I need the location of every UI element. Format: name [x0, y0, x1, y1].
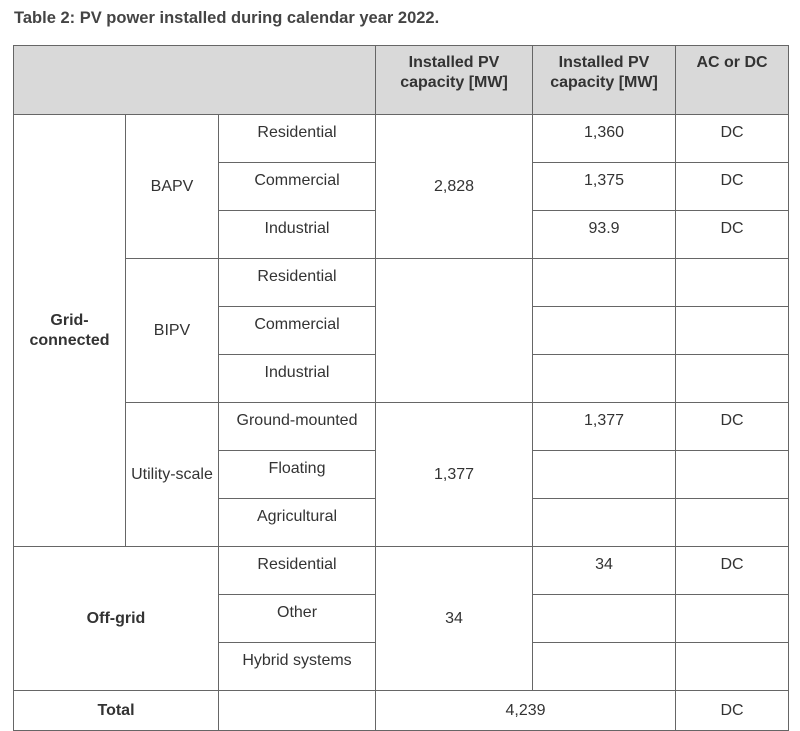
total-row: Total 4,239 DC — [13, 690, 790, 731]
off-grid-total: 34 — [375, 546, 534, 691]
segment-cell: Residential — [217, 114, 377, 163]
bipv-label: BIPV — [125, 258, 219, 403]
segment-cell: Commercial — [217, 306, 377, 355]
acdc-cell — [675, 354, 790, 403]
table-row: Industrial — [14, 354, 790, 403]
table-row: Grid-connected BAPV Residential 2,828 1,… — [13, 114, 790, 547]
capacity-cell — [532, 306, 677, 355]
capacity-cell — [532, 498, 677, 547]
table-row: Floating — [14, 450, 790, 499]
pv-installed-table: Installed PV capacity [MW] Installed PV … — [12, 45, 790, 731]
capacity-cell: 1,375 — [532, 162, 677, 211]
segment-cell: Industrial — [217, 354, 377, 403]
segment-cell: Hybrid systems — [217, 642, 377, 691]
header-capacity-total: Installed PV capacity [MW] — [375, 45, 534, 115]
table-row: BIPV Residential — [14, 258, 790, 403]
table-caption: Table 2: PV power installed during calen… — [14, 9, 440, 27]
acdc-cell: DC — [675, 114, 790, 163]
table-row: Industrial 93.9 DC — [14, 210, 790, 259]
acdc-cell: DC — [675, 546, 790, 595]
capacity-cell — [532, 642, 677, 691]
segment-cell: Agricultural — [217, 498, 377, 547]
segment-cell: Other — [217, 594, 377, 643]
capacity-cell — [532, 354, 677, 403]
capacity-cell — [532, 450, 677, 499]
utility-scale-label: Utility-scale — [125, 402, 219, 547]
acdc-cell — [675, 306, 790, 355]
segment-cell: Industrial — [217, 210, 377, 259]
bapv-total: 2,828 — [375, 114, 534, 259]
table-row: Commercial 1,375 DC — [14, 162, 790, 211]
header-blank — [12, 45, 377, 115]
table-row: Other — [14, 594, 790, 643]
table-row: Commercial — [14, 306, 790, 355]
capacity-cell: 93.9 — [532, 210, 677, 259]
acdc-cell — [675, 450, 790, 499]
total-label: Total — [13, 690, 219, 731]
capacity-cell — [532, 258, 677, 307]
header-row: Installed PV capacity [MW] Installed PV … — [12, 45, 790, 115]
segment-cell: Residential — [217, 546, 377, 595]
capacity-cell: 1,360 — [532, 114, 677, 163]
segment-cell: Residential — [217, 258, 377, 307]
total-blank — [217, 690, 377, 731]
total-acdc: DC — [675, 690, 790, 731]
segment-cell: Floating — [217, 450, 377, 499]
acdc-cell: DC — [675, 162, 790, 211]
segment-cell: Commercial — [217, 162, 377, 211]
bipv-total — [375, 258, 534, 403]
acdc-cell — [675, 258, 790, 307]
grid-connected-label: Grid-connected — [13, 114, 126, 547]
acdc-cell: DC — [675, 210, 790, 259]
bapv-label: BAPV — [125, 114, 219, 259]
segment-cell: Ground-mounted — [217, 402, 377, 451]
header-ac-or-dc: AC or DC — [675, 45, 790, 115]
header-capacity-detail: Installed PV capacity [MW] — [532, 45, 677, 115]
capacity-cell: 34 — [532, 546, 677, 595]
acdc-cell: DC — [675, 402, 790, 451]
utility-total: 1,377 — [375, 402, 534, 547]
table-row: Agricultural — [14, 498, 790, 547]
capacity-cell — [532, 594, 677, 643]
acdc-cell — [675, 594, 790, 643]
acdc-cell — [675, 498, 790, 547]
off-grid-label: Off-grid — [13, 546, 219, 691]
capacity-cell: 1,377 — [532, 402, 677, 451]
acdc-cell — [675, 642, 790, 691]
table-row: Off-grid Residential 34 34 DC — [13, 546, 790, 691]
total-value: 4,239 — [375, 690, 677, 731]
table-row: Utility-scale Ground-mounted 1,377 1,377… — [14, 402, 790, 547]
